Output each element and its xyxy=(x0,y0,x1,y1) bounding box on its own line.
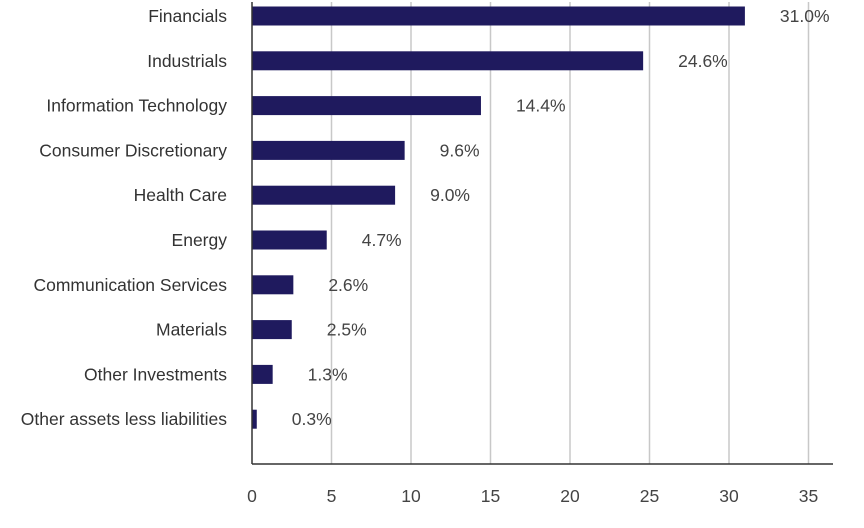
category-label: Energy xyxy=(172,230,228,250)
value-label: 14.4% xyxy=(516,96,566,116)
value-label: 2.6% xyxy=(328,275,368,295)
bars xyxy=(252,6,745,429)
category-label: Information Technology xyxy=(46,96,227,116)
labels: Financials 31.0% Industrials 24.6% Informati… xyxy=(21,6,830,429)
x-tick-label: 30 xyxy=(719,486,739,506)
category-label: Other Investments xyxy=(84,364,227,384)
value-label: 4.7% xyxy=(362,230,402,250)
value-label: 9.6% xyxy=(440,140,480,160)
value-label: 0.3% xyxy=(292,409,332,429)
value-label: 31.0% xyxy=(780,6,830,26)
bar xyxy=(252,140,405,160)
x-tick-label: 35 xyxy=(799,486,818,506)
value-label: 1.3% xyxy=(308,364,348,384)
category-label: Health Care xyxy=(134,185,227,205)
x-tick-label: 25 xyxy=(640,486,659,506)
value-label: 24.6% xyxy=(678,51,728,71)
bar xyxy=(252,96,481,116)
x-tick-label: 20 xyxy=(560,486,580,506)
bar xyxy=(252,364,273,384)
category-label: Industrials xyxy=(147,51,227,71)
value-label: 2.5% xyxy=(327,320,367,340)
category-label: Financials xyxy=(148,6,227,26)
bar xyxy=(252,409,257,429)
bar xyxy=(252,275,294,295)
x-tick-label: 5 xyxy=(327,486,337,506)
category-label: Consumer Discretionary xyxy=(39,140,227,160)
bar xyxy=(252,320,292,340)
bar xyxy=(252,6,745,26)
bar xyxy=(252,51,644,71)
bar xyxy=(252,230,327,250)
category-label: Other assets less liabilities xyxy=(21,409,227,429)
bar xyxy=(252,185,396,205)
x-tick-label: 0 xyxy=(247,486,257,506)
value-label: 9.0% xyxy=(430,185,470,205)
axes: 0 5 10 15 20 25 30 35 xyxy=(247,2,833,506)
category-label: Materials xyxy=(156,320,227,340)
gridlines xyxy=(330,2,810,464)
x-tick-label: 10 xyxy=(401,486,421,506)
category-label: Communication Services xyxy=(33,275,227,295)
x-tick-label: 15 xyxy=(481,486,500,506)
